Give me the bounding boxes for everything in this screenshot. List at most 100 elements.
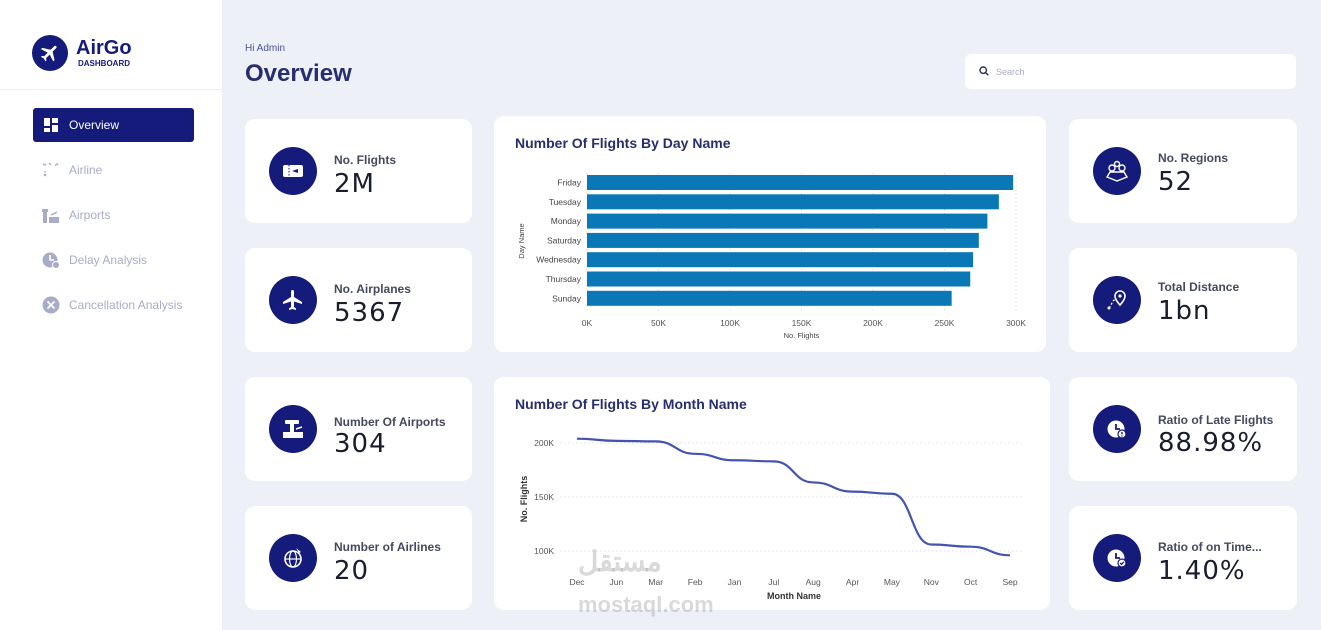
sidebar-item-airline[interactable]: Airline [33,153,194,187]
control-tower-icon [269,405,317,453]
map-pins-icon [1093,147,1141,195]
x-tick-label: 0K [582,318,593,328]
kpi-label: No. Flights [334,153,396,167]
kpi-value: 2M [334,169,375,199]
sidebar-item-cancellation-analysis[interactable]: Cancellation Analysis [33,288,194,322]
kpi-card-regions: No. Regions 52 [1069,119,1297,223]
search-bar[interactable] [965,54,1296,89]
kpi-label: Ratio of Late Flights [1158,413,1274,427]
ontime-clock-icon [1093,534,1141,582]
kpi-label: No. Regions [1158,151,1229,165]
sidebar-item-label: Overview [69,118,120,132]
sidebar-item-label: Delay Analysis [69,253,148,267]
kpi-card-airlines: Number of Airlines 20 [245,506,472,610]
sidebar-item-label: Airline [69,163,103,177]
x-tick-label: Apr [846,577,859,587]
x-tick-label: Nov [924,577,940,587]
kpi-card-ontime-ratio: Ratio of on Time... 1.40% [1069,506,1297,610]
chart-card-flights-by-month: Number Of Flights By Month Name 100K 150K… [494,377,1050,610]
brand-subtitle: DASHBOARD [78,59,130,68]
search-icon [979,63,989,81]
x-tick-label: Sep [1002,577,1017,587]
kpi-label: Number of Airlines [334,540,441,554]
chart-title: Number Of Flights By Month Name [515,396,747,412]
chart-card-flights-by-day: Number Of Flights By Day Name 0K 50K 100K 1… [494,116,1046,352]
y-tick-label: 150K [534,492,554,502]
search-input[interactable] [996,66,1276,77]
bar [587,290,952,306]
airplane-logo-icon [32,35,68,71]
y-axis-label: No. Flights [519,476,529,523]
airplane-icon [269,276,317,324]
page-title: Overview [245,60,352,87]
x-tick-label: 50K [651,318,666,328]
kpi-card-airports: Number Of Airports 304 [245,377,472,481]
brand-divider [0,89,222,90]
kpi-card-airplanes: No. Airplanes 5367 [245,248,472,352]
watermark-logo: مستقل [578,546,662,577]
x-tick-label: Dec [569,577,585,587]
bar-chart: 0K 50K 100K 150K 200K 250K 300K Friday Tuesday Mo… [517,173,1026,340]
x-axis-label: No. Flights [784,331,820,340]
brand-name: AirGo [76,37,132,59]
kpi-value: 1.40% [1158,556,1246,586]
x-tick-label: 300K [1006,318,1026,328]
line-chart: 100K 150K 200K Dec Jun Mar Feb Jan Jul Aug Apr May N… [519,437,1024,601]
y-tick-label: Saturday [547,235,582,245]
kpi-value: 304 [334,429,387,459]
bar [587,232,979,248]
chart-title: Number Of Flights By Day Name [515,135,731,151]
x-tick-label: 100K [720,318,740,328]
kpi-label: No. Airplanes [334,282,411,296]
kpi-value: 20 [334,556,370,586]
late-clock-icon [1093,405,1141,453]
kpi-value: 5367 [334,298,405,328]
y-tick-label: 100K [534,546,554,556]
sidebar-nav: Overview Airline Airports Delay Analysis… [33,108,194,333]
sidebar-item-airports[interactable]: Airports [33,198,194,232]
route-pin-icon [1093,276,1141,324]
y-tick-label: Monday [551,216,582,226]
airport-icon [41,205,61,225]
y-tick-label: Friday [557,178,581,188]
x-tick-label: Feb [688,577,703,587]
kpi-label: Ratio of on Time... [1158,540,1262,554]
x-tick-label: May [884,577,901,587]
kpi-label: Total Distance [1158,280,1240,294]
y-axis-label: Day Name [517,223,526,258]
sidebar-item-overview[interactable]: Overview [33,108,194,142]
x-tick-label: 250K [935,318,955,328]
sidebar: AirGo DASHBOARD Overview Airline Airport… [0,0,222,630]
x-tick-label: Jan [728,577,742,587]
bar [587,271,971,287]
y-tick-label: Thursday [546,274,582,284]
y-tick-label: Tuesday [549,197,582,207]
kpi-value: 52 [1158,167,1194,197]
kpi-value: 88.98% [1158,428,1264,458]
sidebar-item-label: Airports [69,208,111,222]
delay-clock-icon [41,250,61,270]
bar [587,194,999,210]
bar [587,175,1014,190]
kpi-value: 1bn [1158,296,1211,326]
x-tick-label: Oct [964,577,978,587]
x-tick-label: Jun [610,577,624,587]
kpi-card-total-distance: Total Distance 1bn [1069,248,1297,352]
brand-logo[interactable]: AirGo DASHBOARD [32,35,132,71]
x-axis-label: Month Name [767,591,821,601]
y-tick-label: Sunday [552,293,582,303]
x-tick-label: 200K [863,318,883,328]
plane-path-icon [41,160,61,180]
x-tick-label: Mar [648,577,663,587]
greeting: Hi Admin [245,43,286,54]
cancel-icon [41,295,61,315]
globe-plane-icon [269,534,317,582]
dashboard-grid-icon [41,115,61,135]
bar [587,213,988,229]
kpi-card-late-ratio: Ratio of Late Flights 88.98% [1069,377,1297,481]
y-tick-label: 200K [534,438,554,448]
watermark-url: mostaql.com [578,592,714,617]
sidebar-item-delay-analysis[interactable]: Delay Analysis [33,243,194,277]
kpi-label: Number Of Airports [334,415,446,429]
ticket-icon [269,147,317,195]
